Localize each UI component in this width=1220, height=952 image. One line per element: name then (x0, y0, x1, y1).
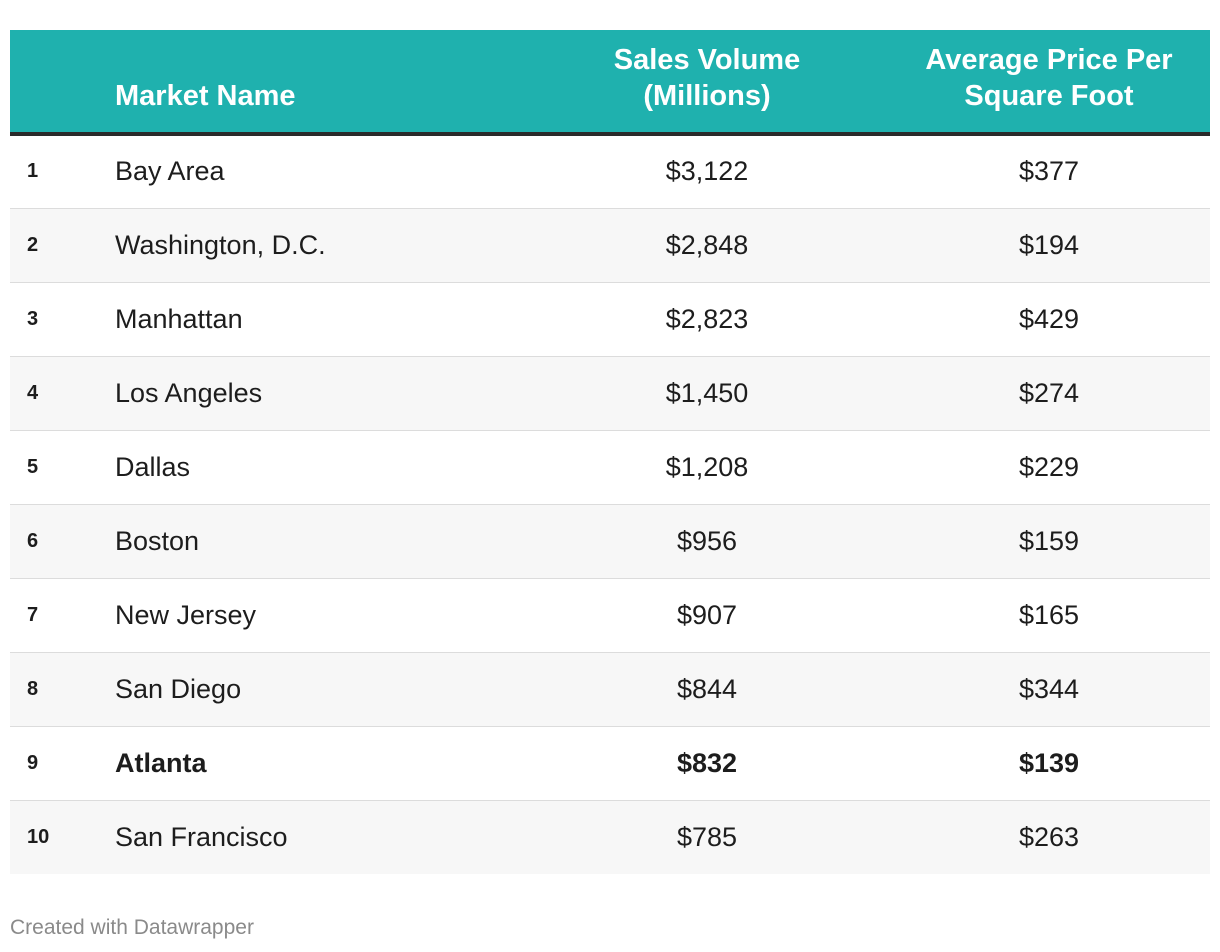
rank-cell: 6 (10, 504, 115, 579)
sales-volume-cell: $1,450 (526, 356, 888, 431)
table-row: 7 New Jersey $907 $165 (10, 578, 1210, 653)
header-avg-price: Average Price Per Square Foot (888, 30, 1210, 136)
market-name-cell: Los Angeles (115, 356, 526, 431)
datawrapper-credit: Created with Datawrapper (10, 916, 254, 939)
header-market-name: Market Name (115, 30, 526, 136)
rank-cell: 3 (10, 282, 115, 357)
avg-price-cell: $229 (888, 430, 1210, 505)
sales-volume-cell: $832 (526, 726, 888, 801)
avg-price-cell: $429 (888, 282, 1210, 357)
avg-price-cell: $194 (888, 208, 1210, 283)
rank-cell: 5 (10, 430, 115, 505)
rank-cell: 1 (10, 134, 115, 209)
table-row: 5 Dallas $1,208 $229 (10, 430, 1210, 505)
rank-cell: 8 (10, 652, 115, 727)
avg-price-cell: $263 (1018, 821, 1080, 852)
avg-price-cell: $274 (888, 356, 1210, 431)
sales-volume-cell: $785 (676, 821, 738, 852)
table-row: 10 San Francisco $785 $263 (10, 800, 1210, 874)
table-header-row: Market Name Sales Volume (Millions) Aver… (10, 30, 1210, 136)
sales-volume-cell: $2,848 (526, 208, 888, 283)
avg-price-cell: $344 (888, 652, 1210, 727)
rank-cell: 9 (10, 726, 115, 801)
sales-volume-cell: $2,823 (526, 282, 888, 357)
rank-cell: 7 (10, 578, 115, 653)
header-rank (10, 30, 115, 136)
avg-price-cell: $139 (888, 726, 1210, 801)
table-body: 1 Bay Area $3,122 $377 2 Washington, D.C. $2,8… (10, 134, 1210, 874)
sales-volume-cell: $907 (526, 578, 888, 653)
table-row: 9 Atlanta $832 $139 (10, 726, 1210, 801)
sales-volume-cell: $1,208 (526, 430, 888, 505)
header-sales-volume-line1: Sales Volume (613, 44, 801, 76)
avg-price-cell: $159 (888, 504, 1210, 579)
sales-volume-cell: $3,122 (526, 134, 888, 209)
market-name-cell: San Francisco (115, 821, 288, 852)
market-name-cell: Bay Area (115, 134, 526, 209)
market-table: Market Name Sales Volume (Millions) Aver… (10, 30, 1210, 874)
rank-cell: 10 (27, 825, 50, 848)
market-name-cell: Atlanta (115, 726, 526, 801)
table-row: 2 Washington, D.C. $2,848 $194 (10, 208, 1210, 283)
market-name-cell: Boston (115, 504, 526, 579)
market-name-cell: San Diego (115, 652, 526, 727)
avg-price-cell: $165 (888, 578, 1210, 653)
header-sales-volume: Sales Volume (Millions) (526, 30, 888, 136)
data-table-container: Market Name Sales Volume (Millions) Aver… (10, 30, 1210, 874)
header-avg-price-line2: Square Foot (964, 80, 1134, 112)
market-name-cell: Dallas (115, 430, 526, 505)
sales-volume-cell: $844 (526, 652, 888, 727)
header-avg-price-line1: Average Price Per (925, 44, 1173, 76)
table-row: 6 Boston $956 $159 (10, 504, 1210, 579)
header-sales-volume-line2: (Millions) (643, 80, 771, 112)
market-name-cell: Washington, D.C. (115, 208, 526, 283)
market-name-cell: New Jersey (115, 578, 526, 653)
sales-volume-cell: $956 (526, 504, 888, 579)
table-row: 1 Bay Area $3,122 $377 (10, 134, 1210, 209)
rank-cell: 4 (10, 356, 115, 431)
table-row: 3 Manhattan $2,823 $429 (10, 282, 1210, 357)
table-row: 4 Los Angeles $1,450 $274 (10, 356, 1210, 431)
rank-cell: 2 (10, 208, 115, 283)
table-row: 8 San Diego $844 $344 (10, 652, 1210, 727)
market-name-cell: Manhattan (115, 282, 526, 357)
avg-price-cell: $377 (888, 134, 1210, 209)
